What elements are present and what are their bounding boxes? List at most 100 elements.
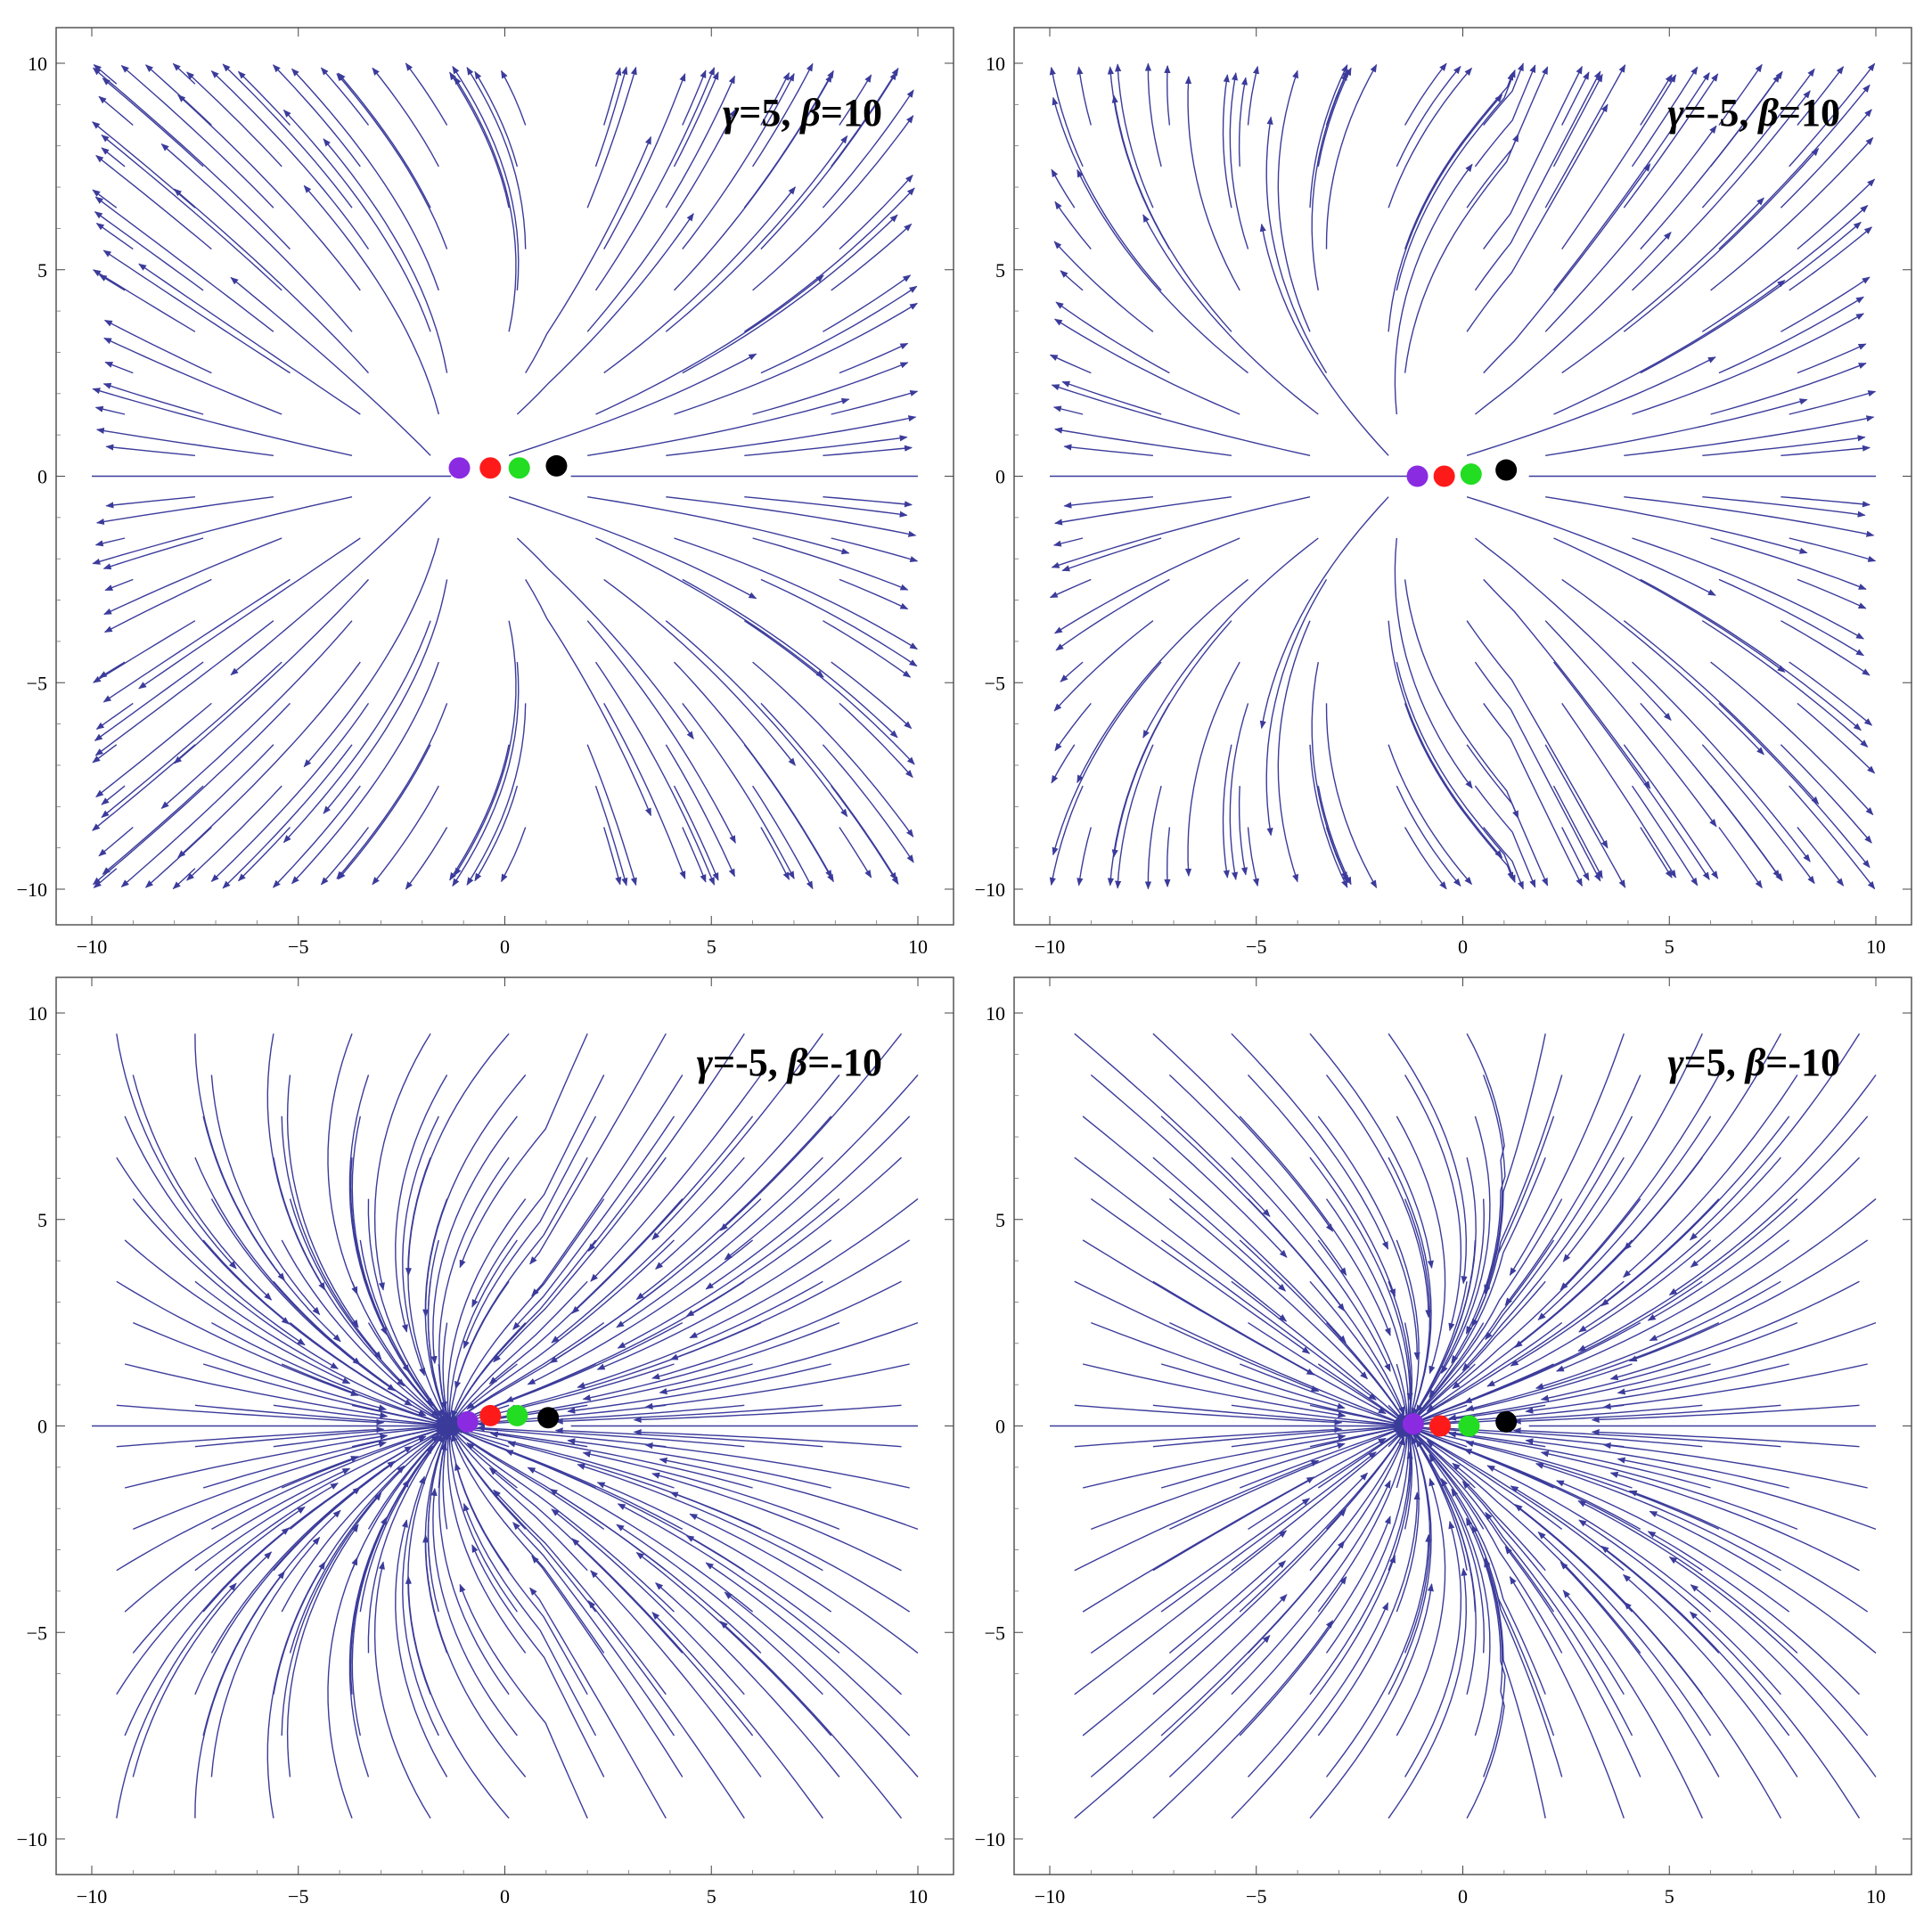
streamline xyxy=(551,1508,745,1695)
streamline xyxy=(1624,1033,1782,1251)
streamline xyxy=(1649,1510,1877,1654)
streamline xyxy=(95,427,274,456)
streamline xyxy=(1404,133,1519,373)
streamline xyxy=(673,661,832,878)
streamline xyxy=(1623,148,1820,332)
x-tick-label: −10 xyxy=(1035,1885,1065,1908)
streamline xyxy=(1789,62,1876,167)
streamline xyxy=(1404,703,1514,881)
streamline xyxy=(291,661,439,885)
x-tick-label: −5 xyxy=(1246,1885,1266,1908)
streamline xyxy=(1325,703,1378,889)
streamline xyxy=(1405,1425,1555,1613)
critical-point-4 xyxy=(1495,1410,1518,1433)
streamline xyxy=(1553,280,1786,415)
y-tick-label: 0 xyxy=(995,1416,1005,1438)
streamline xyxy=(338,744,431,880)
x-tick-label: −5 xyxy=(288,935,308,958)
streamline xyxy=(1144,785,1162,890)
streamline xyxy=(1702,435,1866,456)
streamline xyxy=(1486,1465,1712,1613)
streamline xyxy=(1781,276,1871,332)
streamline xyxy=(705,1115,911,1290)
streamline xyxy=(1466,496,1716,596)
streamline xyxy=(1052,405,1084,415)
streamline xyxy=(124,1239,351,1385)
streamline xyxy=(132,1551,273,1777)
streamline xyxy=(1483,578,1651,789)
streamline xyxy=(822,89,914,208)
streamline xyxy=(1535,1280,1781,1390)
streamline xyxy=(617,1503,840,1654)
x-tick-label: 10 xyxy=(1866,935,1886,958)
streamline xyxy=(286,1074,359,1328)
streamline xyxy=(1265,579,1328,837)
streamline xyxy=(266,1033,326,1291)
streamline xyxy=(1710,136,1874,291)
streamline xyxy=(1115,63,1154,208)
streamline xyxy=(1309,1450,1413,1695)
streamline xyxy=(616,1156,823,1328)
streamline xyxy=(1553,537,1786,673)
streamline xyxy=(685,1156,902,1318)
streamline xyxy=(1465,1441,1720,1531)
streamline xyxy=(102,578,291,703)
streamline xyxy=(1647,1156,1860,1321)
streamline xyxy=(446,1198,527,1434)
streamline xyxy=(1540,1450,1798,1531)
streamline xyxy=(194,1156,361,1366)
streamline xyxy=(1461,1481,1625,1695)
streamline xyxy=(1797,178,1876,250)
streamline xyxy=(103,537,282,616)
streamline xyxy=(1309,744,1348,888)
streamline xyxy=(1701,68,1815,208)
streamline xyxy=(98,95,134,127)
streamline xyxy=(210,1536,321,1777)
streamline xyxy=(177,661,361,859)
streamline xyxy=(95,496,274,526)
y-tick-label: 10 xyxy=(28,1002,47,1025)
streamline xyxy=(1160,1451,1377,1613)
streamline xyxy=(348,1074,388,1336)
streamline xyxy=(1632,90,1811,291)
streamline xyxy=(1074,1426,1343,1448)
streamline xyxy=(1164,65,1171,126)
streamline xyxy=(1152,1404,1421,1430)
streamline xyxy=(1555,1480,1790,1613)
gamma-symbol: γ xyxy=(723,91,740,135)
streamline xyxy=(1309,64,1348,208)
streamline xyxy=(1440,1477,1491,1736)
streamline xyxy=(1591,1404,1860,1424)
streamline xyxy=(1465,1321,1720,1411)
streamline xyxy=(1090,1594,1288,1778)
streamline xyxy=(116,1426,385,1448)
streamline xyxy=(177,94,361,291)
streamline xyxy=(1082,1476,1315,1613)
streamline xyxy=(1152,1437,1387,1572)
streamline xyxy=(438,1156,510,1410)
x-tick-label: −10 xyxy=(77,935,107,958)
streamline xyxy=(1540,1321,1798,1401)
streamline xyxy=(210,1074,321,1316)
streamline xyxy=(1404,827,1447,890)
streamline xyxy=(831,223,913,291)
streamline xyxy=(1483,163,1651,374)
y-tick-label: 0 xyxy=(995,466,1005,488)
streamline xyxy=(1440,1115,1491,1375)
streamline xyxy=(1090,1198,1311,1354)
streamlines xyxy=(92,62,919,890)
streamline xyxy=(590,1570,762,1777)
streamline xyxy=(1797,66,1845,126)
streamline xyxy=(582,1450,840,1531)
streamline xyxy=(1701,204,1869,332)
streamline xyxy=(1053,318,1240,415)
streamline xyxy=(682,702,795,879)
streamline xyxy=(1168,1198,1369,1380)
streamline xyxy=(1710,537,1867,590)
streamline xyxy=(1483,702,1583,887)
x-tick-label: 0 xyxy=(1458,1885,1468,1908)
streamline xyxy=(1074,1404,1343,1426)
y-tick-label: −5 xyxy=(985,1622,1005,1644)
streamline xyxy=(1412,1431,1563,1654)
streamline xyxy=(1239,1115,1391,1336)
